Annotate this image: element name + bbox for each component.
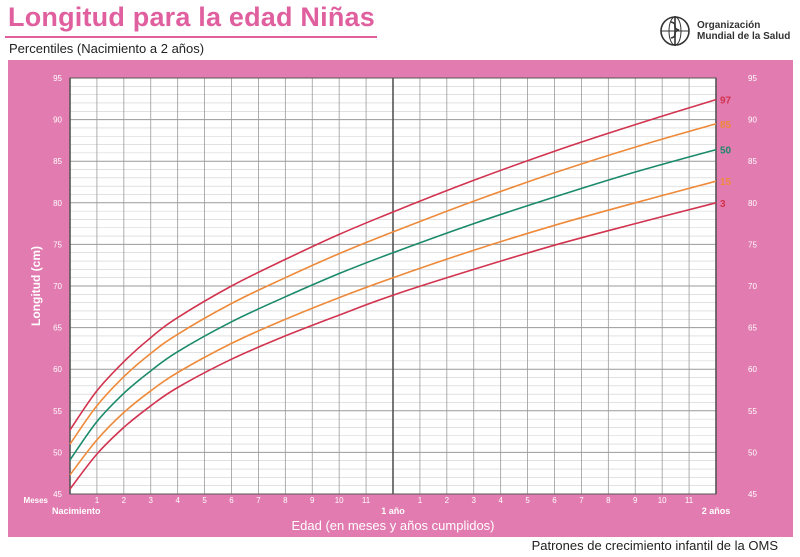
percentile-curve-85 [69, 123, 717, 445]
x-tick-label-month: 8 [283, 496, 288, 505]
x-tick-label-month: 5 [202, 496, 207, 505]
x-tick-label-month: 11 [362, 496, 371, 505]
plot-border [69, 77, 717, 495]
y-tick-label-right: 75 [748, 240, 757, 249]
y-tick-label-left: 55 [53, 407, 62, 416]
x-tick-label-month: 7 [256, 496, 261, 505]
chart-title: Longitud para la edad Niñas [8, 2, 375, 32]
who-emblem-icon [660, 16, 690, 46]
y-tick-label-left: 75 [53, 240, 62, 249]
x-year-label: 2 años [702, 506, 731, 516]
y-tick-label-left: 85 [53, 157, 62, 166]
x-tick-label-month: 3 [149, 496, 154, 505]
footer-source: Patrones de crecimiento infantil de la O… [531, 538, 778, 553]
org-name-line2: Mundial de la Salud [697, 31, 791, 42]
x-tick-label-month: 3 [472, 496, 477, 505]
x-tick-label-month: 9 [310, 496, 315, 505]
org-name-line1: Organización [697, 20, 761, 31]
x-year-label: Nacimiento [52, 506, 101, 516]
x-tick-label-month: 2 [445, 496, 450, 505]
y-tick-label-right: 95 [748, 74, 757, 83]
y-tick-label-right: 70 [748, 282, 757, 291]
y-tick-label-left: 50 [53, 448, 62, 457]
y-tick-label-left: 80 [53, 199, 62, 208]
y-tick-label-left: 65 [53, 324, 62, 333]
x-tick-label-month: 2 [122, 496, 127, 505]
y-tick-label-right: 60 [748, 365, 757, 374]
x-tick-label-month: 10 [658, 496, 667, 505]
percentile-label-3: 3 [720, 199, 726, 210]
percentile-curve-15 [69, 180, 717, 476]
x-tick-label-month: 1 [418, 496, 423, 505]
x-tick-label-month: 9 [633, 496, 638, 505]
percentile-label-85: 85 [720, 120, 732, 131]
title-divider [5, 36, 377, 38]
percentile-curve-3 [69, 202, 717, 490]
y-tick-label-right: 90 [748, 116, 757, 125]
who-logo [657, 14, 797, 48]
y-tick-label-right: 45 [748, 490, 757, 499]
x-tick-label-month: 5 [525, 496, 530, 505]
x-unit-label: Meses [24, 496, 49, 505]
x-tick-label-month: 6 [229, 496, 234, 505]
y-tick-label-left: 45 [53, 490, 62, 499]
org-name: Organización Mundial de la Salud [697, 20, 790, 42]
percentile-label-15: 15 [720, 177, 732, 188]
y-tick-label-left: 95 [53, 74, 62, 83]
x-tick-label-month: 11 [685, 496, 694, 505]
x-tick-label-month: 1 [95, 496, 100, 505]
y-tick-label-right: 80 [748, 199, 757, 208]
y-tick-label-right: 85 [748, 157, 757, 166]
x-tick-label-month: 4 [498, 496, 503, 505]
x-tick-label-month: 6 [552, 496, 557, 505]
x-axis-label: Edad (en meses y años cumplidos) [291, 518, 494, 533]
chart-subtitle: Percentiles (Nacimiento a 2 años) [9, 41, 205, 56]
x-year-label: 1 año [381, 506, 405, 516]
y-tick-label-left: 90 [53, 116, 62, 125]
chart-frame: 45 45 50 50 55 55 60 60 65 65 70 70 75 75 80 80 85 85 90 90… [8, 60, 793, 537]
x-tick-label-month: 7 [579, 496, 584, 505]
y-tick-label-left: 70 [53, 282, 62, 291]
x-tick-label-month: 4 [175, 496, 180, 505]
percentile-curve-97 [69, 98, 717, 431]
y-tick-label-left: 60 [53, 365, 62, 374]
percentile-curve-50 [69, 148, 717, 461]
percentile-label-97: 97 [720, 96, 732, 107]
y-tick-label-right: 55 [748, 407, 757, 416]
y-axis-label: Longitud (cm) [29, 246, 43, 326]
y-tick-label-right: 50 [748, 448, 757, 457]
x-tick-label-month: 8 [606, 496, 611, 505]
y-tick-label-right: 65 [748, 324, 757, 333]
x-tick-label-month: 10 [335, 496, 344, 505]
percentile-label-50: 50 [720, 146, 732, 157]
